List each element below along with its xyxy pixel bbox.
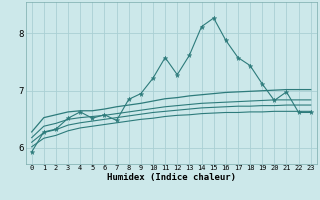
X-axis label: Humidex (Indice chaleur): Humidex (Indice chaleur) xyxy=(107,173,236,182)
